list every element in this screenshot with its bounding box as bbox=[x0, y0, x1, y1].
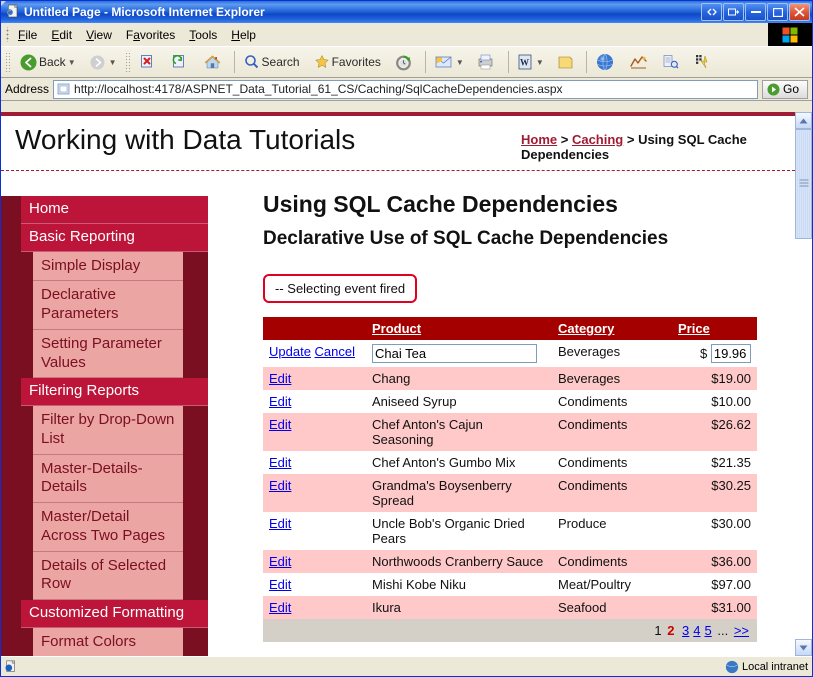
svg-text:W: W bbox=[520, 58, 529, 68]
